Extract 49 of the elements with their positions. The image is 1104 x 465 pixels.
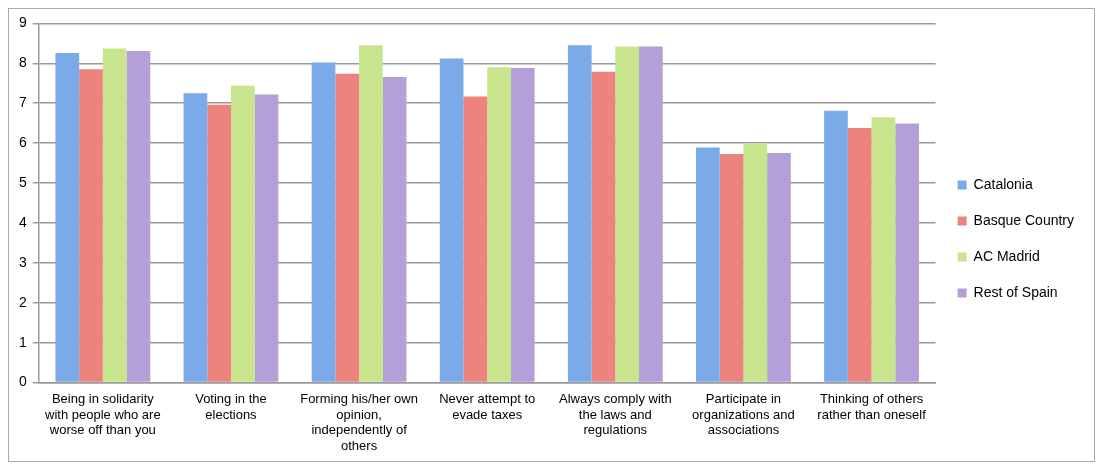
bar xyxy=(567,45,592,382)
y-tick-label: 1 xyxy=(18,333,27,350)
bar xyxy=(510,68,535,382)
bar xyxy=(847,127,872,382)
bar xyxy=(615,46,640,382)
bar xyxy=(230,85,255,382)
y-tick-label: 0 xyxy=(18,373,27,390)
y-tick-label: 4 xyxy=(18,213,27,230)
x-tick-label: Always comply with the laws and regulations xyxy=(558,390,672,438)
bar xyxy=(439,58,464,382)
x-tick-label: Participate in organizations and associations xyxy=(692,390,795,438)
bar xyxy=(824,110,848,382)
bar xyxy=(55,52,80,382)
bar xyxy=(207,104,231,382)
x-tick-label: Being in solidarity with people who are worse off than you xyxy=(44,390,161,438)
x-tick-label: Thinking of others rather than oneself xyxy=(817,390,927,422)
bar xyxy=(639,46,663,382)
bar xyxy=(335,73,360,382)
y-tick-label: 8 xyxy=(18,54,27,71)
bar xyxy=(743,143,768,382)
bar xyxy=(871,117,896,382)
y-tick-label: 2 xyxy=(18,293,27,310)
y-tick-label: 5 xyxy=(18,173,27,190)
bar xyxy=(895,123,919,382)
legend-label: AC Madrid xyxy=(973,247,1040,264)
bar xyxy=(254,94,279,382)
bar xyxy=(79,69,103,382)
bar xyxy=(696,147,720,382)
bar xyxy=(126,50,151,382)
bar xyxy=(311,62,336,382)
bar xyxy=(487,67,511,382)
y-tick-label: 6 xyxy=(18,133,27,150)
bar xyxy=(463,96,488,382)
bar xyxy=(359,45,383,382)
bar xyxy=(767,153,791,382)
x-tick-label: Forming his/her own opinion, independently of others xyxy=(300,390,418,453)
legend-label: Rest of Spain xyxy=(973,283,1058,300)
x-tick-label: Never attempt to evade taxes xyxy=(439,390,536,422)
bar xyxy=(382,76,407,382)
bar xyxy=(591,71,616,382)
bar xyxy=(719,153,744,382)
legend-label: Catalonia xyxy=(973,175,1033,192)
y-tick-label: 9 xyxy=(18,14,27,31)
bar xyxy=(102,48,127,382)
x-tick-label: Voting in the elections xyxy=(195,390,267,422)
y-tick-label: 7 xyxy=(18,94,27,111)
y-tick-label: 3 xyxy=(18,253,27,270)
legend-label: Basque Country xyxy=(973,211,1075,228)
bar xyxy=(183,93,208,382)
